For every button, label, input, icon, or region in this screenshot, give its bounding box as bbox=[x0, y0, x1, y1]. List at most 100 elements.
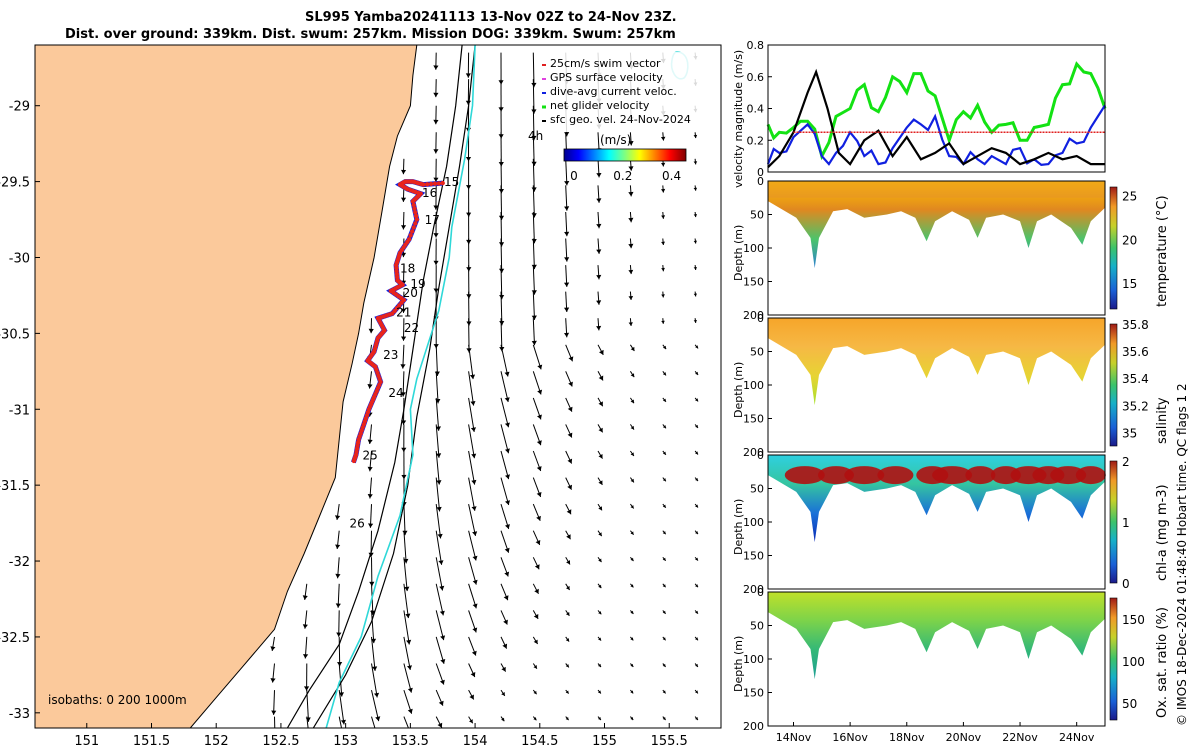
time-tick-label: 14Nov bbox=[776, 731, 812, 744]
section-y-tick: 0 bbox=[757, 449, 764, 462]
section-y-tick: 100 bbox=[743, 653, 764, 666]
velocity-arrow bbox=[468, 557, 478, 585]
velocity-arrow bbox=[693, 211, 698, 218]
velocity-arrow bbox=[468, 344, 476, 380]
velocity-arrow bbox=[500, 716, 505, 722]
velocity-arrow bbox=[433, 105, 439, 125]
day-label: 15 bbox=[444, 175, 459, 189]
track-dot bbox=[413, 213, 419, 219]
colorbar-tick-label: 0.2 bbox=[613, 169, 632, 183]
velocity-arrow bbox=[661, 211, 666, 219]
velocity-arrow bbox=[596, 238, 602, 254]
velocity-arrow bbox=[367, 371, 373, 389]
velocity-arrow bbox=[565, 530, 571, 540]
velocity-arrow bbox=[500, 583, 509, 601]
section-y-tick: 0 bbox=[757, 586, 764, 599]
day-label: 17 bbox=[425, 213, 440, 227]
title-line-2: Dist. over ground: 339km. Dist. swum: 25… bbox=[65, 27, 676, 42]
map-x-ticks: 151 151.5 152 152.5 153 153.5 154 154.5 155 155.5 bbox=[74, 723, 688, 749]
velocity-arrow bbox=[693, 291, 697, 297]
velocity-arrow bbox=[629, 344, 635, 352]
section-y-tick: 150 bbox=[743, 413, 764, 426]
track-dot bbox=[413, 210, 418, 215]
velocity-arrow bbox=[371, 689, 381, 722]
velocity-arrow bbox=[565, 663, 570, 668]
velocity-arrow bbox=[694, 370, 699, 376]
section-y-tick: 200 bbox=[743, 309, 764, 322]
velocity-arrow bbox=[532, 583, 539, 595]
velocity-arrow bbox=[596, 185, 602, 203]
map-x-tick-label: 151 bbox=[74, 734, 99, 749]
velocity-y-tick: 0.4 bbox=[747, 103, 765, 116]
velocity-arrow bbox=[435, 716, 443, 728]
day-label: 25 bbox=[362, 448, 377, 462]
velocity-arrow bbox=[694, 636, 699, 641]
velocity-arrow bbox=[662, 716, 666, 721]
velocity-arrow bbox=[368, 318, 374, 334]
map-frame bbox=[34, 44, 722, 729]
section-y-tick: 50 bbox=[750, 209, 764, 222]
velocity-arrow bbox=[500, 344, 510, 377]
section-y-tick: 200 bbox=[743, 583, 764, 596]
speed-colorbar bbox=[563, 148, 687, 162]
track-dot bbox=[413, 221, 418, 226]
velocity-arrow bbox=[302, 610, 308, 629]
velocity-arrow bbox=[433, 265, 439, 293]
velocity-y-tick: 0.2 bbox=[747, 134, 765, 147]
velocity-arrow bbox=[532, 371, 543, 395]
section-colorbar bbox=[1109, 186, 1118, 310]
velocity-arrow bbox=[403, 636, 412, 670]
velocity-arrow bbox=[694, 477, 699, 482]
velocity-arrow bbox=[435, 557, 445, 591]
velocity-arrow bbox=[630, 503, 635, 509]
chl-max-patch bbox=[784, 466, 825, 485]
section-y-label: Depth (m) bbox=[732, 499, 745, 555]
velocity-arrow bbox=[532, 530, 541, 546]
time-step-label: 4h bbox=[528, 129, 543, 143]
track-dot bbox=[411, 225, 416, 230]
chl-max-patch bbox=[965, 466, 996, 485]
isobaths-label: isobaths: 0 200 1000m bbox=[48, 693, 187, 707]
section-y-tick: 150 bbox=[743, 687, 764, 700]
velocity-arrow bbox=[531, 132, 537, 167]
velocity-arrow bbox=[435, 424, 442, 458]
velocity-arrow bbox=[597, 424, 604, 433]
colorbar-tick: 35.6 bbox=[1122, 345, 1149, 359]
velocity-arrow bbox=[367, 477, 373, 499]
velocity-arrow bbox=[500, 663, 507, 672]
velocity-arrow bbox=[500, 503, 510, 530]
velocity-arrow bbox=[531, 265, 537, 295]
velocity-arrow bbox=[597, 636, 602, 641]
velocity-arrow bbox=[500, 530, 510, 553]
velocity-arrow bbox=[662, 370, 667, 376]
velocity-arrow bbox=[629, 424, 635, 430]
isobath-200m bbox=[286, 45, 463, 728]
colorbar-tick-label: 0 bbox=[570, 169, 578, 183]
velocity-series bbox=[766, 61, 1107, 168]
velocity-arrow bbox=[628, 185, 634, 197]
section-y-tick: 0 bbox=[757, 312, 764, 325]
colorbar-tick: 0 bbox=[1122, 577, 1130, 591]
section-y-label: Depth (m) bbox=[732, 636, 745, 692]
velocity-arrow bbox=[433, 185, 439, 210]
velocity-arrow bbox=[565, 371, 573, 387]
legend-swim-vector: 25cm/s swim vector bbox=[550, 57, 661, 70]
map-y-tick-label: -31 bbox=[9, 403, 30, 418]
chl-max-patch bbox=[932, 466, 973, 485]
velocity-arrow bbox=[630, 716, 634, 721]
velocity-arrow bbox=[468, 450, 477, 485]
velocity-arrow bbox=[468, 610, 478, 633]
velocity-arrow bbox=[694, 530, 699, 535]
velocity-arrow bbox=[271, 690, 277, 715]
map-x-tick-label: 153 bbox=[333, 734, 358, 749]
velocity-arrow bbox=[662, 583, 666, 588]
velocity-arrow bbox=[694, 424, 699, 429]
velocity-arrow bbox=[401, 424, 407, 453]
velocity-arrow bbox=[468, 397, 476, 432]
isobath-1000m bbox=[312, 45, 476, 728]
velocity-arrow bbox=[694, 344, 699, 349]
colorbar-tick: 1 bbox=[1122, 516, 1130, 530]
